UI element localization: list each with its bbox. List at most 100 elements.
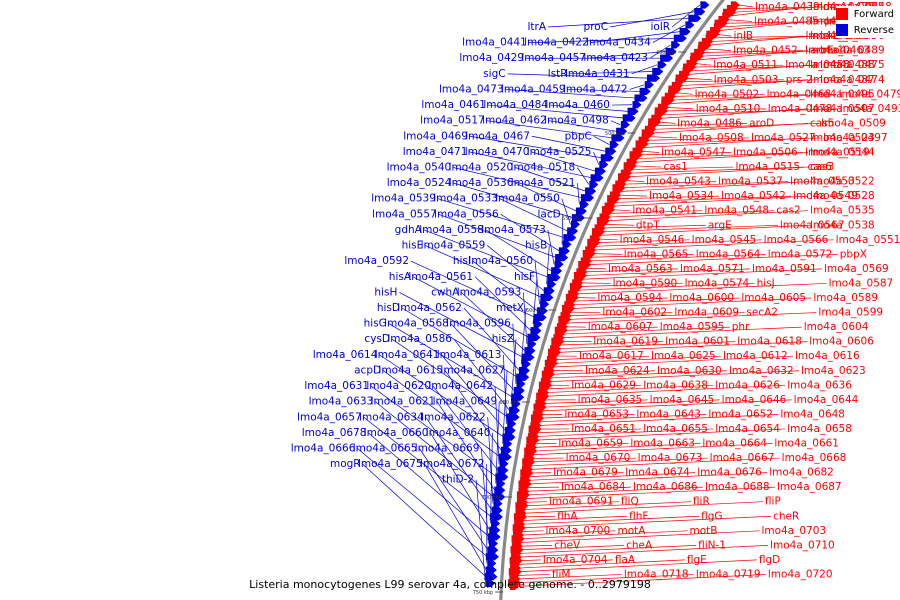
gene-label: lmo4a_0539: [371, 193, 436, 205]
gene-label: lmo4a_0666: [291, 443, 356, 455]
leader-line: [609, 11, 695, 28]
leader-line: [675, 92, 693, 95]
gene-label: lmo4a_0586: [387, 333, 452, 345]
gene-label: lmo4a_0562: [397, 302, 462, 314]
leader-line: [521, 530, 544, 532]
reverse-gene-arrow: [657, 61, 667, 69]
leader-line: [639, 152, 732, 156]
gene-label: lmo4a_0525: [527, 146, 592, 158]
leader-line: [637, 152, 804, 159]
leader-line: [631, 166, 734, 170]
gene-label: lmo4a_0497: [823, 132, 888, 144]
leader-line: [553, 355, 794, 368]
leader-line: [486, 120, 613, 139]
gene-label: lmo4a_0673: [638, 452, 703, 464]
leader-line: [677, 79, 809, 90]
gene-label: lmo4a_0587: [829, 277, 894, 289]
reverse-gene-arrow: [634, 94, 648, 102]
leader-line: [485, 229, 552, 272]
gene-label: lmo4a_0654: [715, 423, 780, 435]
gene-label: lmo4a_0641: [375, 349, 440, 361]
gene-label: hisD: [377, 302, 400, 314]
gene-label: sigC: [483, 68, 505, 80]
gene-label: flhA: [557, 510, 578, 522]
gene-label: lmo4a_0548: [704, 205, 769, 217]
leader-line: [430, 432, 491, 531]
leader-line: [537, 428, 642, 434]
legend-forward-swatch: [835, 8, 848, 20]
leader-line: [718, 21, 809, 31]
leader-line: [519, 545, 625, 551]
leader-line: [609, 210, 703, 214]
leader-line: [490, 432, 493, 524]
leader-line: [487, 417, 494, 504]
forward-gene-arrow: [509, 582, 519, 590]
gene-label: fliM: [552, 568, 571, 580]
reverse-gene-arrow: [652, 67, 664, 76]
leader-line: [518, 559, 685, 569]
gene-label: lmo4a_0467: [465, 130, 530, 142]
gene-label: cas6: [807, 161, 832, 173]
gene-label: hisB: [525, 240, 547, 252]
leader-line: [592, 253, 622, 255]
gene-label: lmo4a_0572: [768, 248, 833, 260]
gene-label: hisJ: [757, 277, 775, 289]
gene-label: lmo4a_0472: [563, 83, 628, 95]
legend-reverse-label: Reverse: [853, 24, 894, 36]
gene-label: cheR: [773, 510, 799, 522]
reverse-gene-arrow: [589, 180, 599, 189]
reverse-gene-arrow: [567, 227, 579, 235]
leader-line: [436, 401, 496, 491]
reverse-gene-arrow: [554, 260, 564, 268]
leader-line: [613, 195, 809, 207]
gene-label: lmo4a_0596: [446, 318, 511, 330]
gene-label: lmo4a_0507: [810, 103, 875, 115]
leader-line: [517, 574, 766, 587]
leader-line: [525, 486, 775, 499]
leader-line: [601, 224, 778, 233]
gene-label: lmo4a_0487: [810, 74, 875, 86]
gene-label: lmo4a_0543: [646, 176, 711, 188]
gene-label: lmo4a_0624: [585, 365, 650, 377]
reverse-gene-arrow: [558, 247, 570, 255]
gene-label: secA2: [746, 307, 778, 319]
leader-line: [551, 370, 656, 375]
leader-line: [558, 341, 736, 350]
leader-line: [546, 384, 714, 393]
leader-line: [590, 31, 681, 43]
gene-label: lmo4a_0648: [780, 408, 845, 420]
reverse-gene-arrow: [679, 27, 691, 36]
gene-label: lmo4a_0643: [636, 408, 701, 420]
leader-line: [453, 339, 510, 411]
reverse-gene-arrow: [646, 74, 660, 82]
gene-label: lmo4a_0533: [433, 193, 498, 205]
leader-line: [697, 50, 809, 61]
gene-label: lmo4a_0498: [544, 115, 609, 127]
leader-line: [526, 486, 703, 496]
leader-line: [379, 354, 505, 438]
gene-label: lmo4a_0599: [818, 307, 883, 319]
gene-label: lmo4a_0573: [481, 224, 546, 236]
gene-label: lmo4a_0590: [613, 277, 678, 289]
leader-line: [438, 214, 557, 258]
leader-line: [357, 448, 488, 558]
leader-line: [518, 559, 757, 573]
reverse-gene-arrow: [509, 406, 521, 415]
gene-label: lmo4a_0510: [696, 103, 761, 115]
leader-line: [499, 198, 568, 232]
gene-label: hisH: [374, 286, 397, 298]
leader-line: [453, 167, 583, 199]
reverse-gene-arrow: [527, 340, 537, 348]
gene-label: lmo4a_0503: [714, 74, 779, 86]
reverse-gene-arrow: [491, 519, 501, 528]
gene-label: lmo4a_0488: [810, 59, 875, 71]
leader-line: [670, 93, 837, 101]
gene-label: lmo4a_0574: [685, 277, 750, 289]
gene-label: lmo4a_0567: [780, 219, 845, 231]
leader-line: [652, 24, 686, 43]
gene-label: argE: [708, 219, 732, 231]
genome-backbone: [499, 0, 726, 600]
leader-line: [732, 6, 819, 13]
leader-line: [659, 108, 809, 119]
gene-label: lmo4a_0489: [820, 45, 885, 57]
